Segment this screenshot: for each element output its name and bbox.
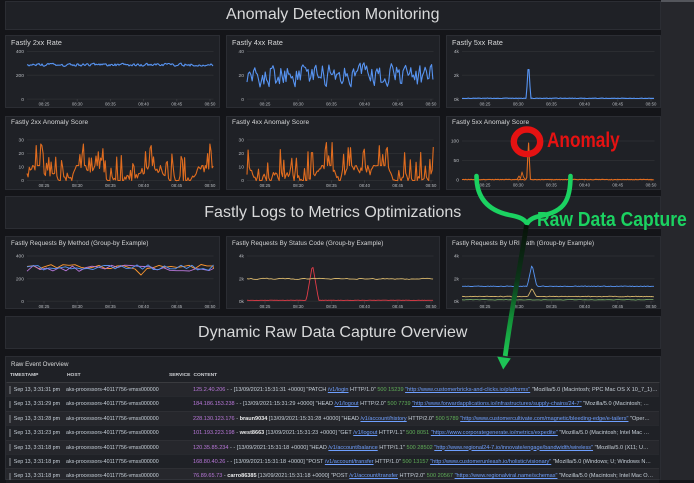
svg-text:40: 40 bbox=[239, 49, 245, 55]
svg-text:08:50: 08:50 bbox=[205, 101, 216, 106]
svg-text:08:40: 08:40 bbox=[579, 101, 590, 106]
svg-text:20: 20 bbox=[239, 73, 245, 79]
svg-text:08:30: 08:30 bbox=[513, 182, 524, 187]
svg-text:30: 30 bbox=[19, 137, 25, 143]
svg-text:08:35: 08:35 bbox=[546, 101, 557, 106]
svg-text:08:30: 08:30 bbox=[293, 304, 304, 309]
svg-text:08:45: 08:45 bbox=[392, 101, 403, 106]
svg-text:0: 0 bbox=[21, 178, 24, 184]
svg-text:0k: 0k bbox=[454, 96, 460, 102]
svg-text:08:45: 08:45 bbox=[171, 183, 182, 188]
svg-text:2k: 2k bbox=[239, 276, 245, 282]
svg-text:08:50: 08:50 bbox=[646, 304, 657, 309]
svg-text:10: 10 bbox=[239, 164, 245, 170]
svg-text:08:50: 08:50 bbox=[646, 101, 657, 106]
svg-text:08:35: 08:35 bbox=[105, 101, 116, 106]
svg-text:0: 0 bbox=[241, 178, 244, 184]
svg-text:4k: 4k bbox=[454, 254, 460, 260]
svg-text:0: 0 bbox=[456, 177, 459, 183]
svg-text:4k: 4k bbox=[239, 254, 245, 260]
svg-text:08:30: 08:30 bbox=[293, 101, 304, 106]
svg-text:08:35: 08:35 bbox=[546, 182, 557, 187]
svg-text:0: 0 bbox=[21, 96, 24, 102]
svg-text:08:40: 08:40 bbox=[138, 183, 149, 188]
svg-text:08:35: 08:35 bbox=[326, 101, 337, 106]
svg-text:08:40: 08:40 bbox=[359, 101, 370, 106]
svg-text:0: 0 bbox=[21, 299, 24, 305]
svg-text:08:25: 08:25 bbox=[39, 183, 50, 188]
svg-text:4k: 4k bbox=[454, 49, 460, 55]
svg-text:08:35: 08:35 bbox=[105, 304, 116, 309]
svg-text:08:50: 08:50 bbox=[426, 101, 437, 106]
svg-text:20: 20 bbox=[239, 151, 245, 157]
svg-text:08:45: 08:45 bbox=[392, 304, 403, 309]
svg-text:08:25: 08:25 bbox=[260, 101, 271, 106]
svg-text:0k: 0k bbox=[454, 299, 460, 305]
svg-text:08:30: 08:30 bbox=[293, 183, 304, 188]
svg-text:0k: 0k bbox=[239, 299, 245, 305]
svg-text:08:30: 08:30 bbox=[72, 183, 83, 188]
svg-text:08:45: 08:45 bbox=[171, 101, 182, 106]
svg-text:08:50: 08:50 bbox=[205, 304, 216, 309]
svg-text:30: 30 bbox=[239, 137, 245, 143]
svg-text:200: 200 bbox=[16, 276, 24, 282]
svg-text:400: 400 bbox=[16, 49, 24, 55]
svg-text:50: 50 bbox=[454, 158, 460, 164]
svg-text:2k: 2k bbox=[454, 276, 460, 282]
svg-text:08:25: 08:25 bbox=[480, 101, 491, 106]
svg-text:08:25: 08:25 bbox=[260, 304, 271, 309]
svg-text:08:50: 08:50 bbox=[426, 183, 437, 188]
svg-text:0: 0 bbox=[241, 96, 244, 102]
svg-text:08:35: 08:35 bbox=[105, 183, 116, 188]
svg-text:08:50: 08:50 bbox=[205, 183, 216, 188]
svg-text:08:40: 08:40 bbox=[138, 101, 149, 106]
svg-text:08:25: 08:25 bbox=[480, 182, 491, 187]
svg-text:10: 10 bbox=[19, 164, 25, 170]
svg-text:2k: 2k bbox=[454, 73, 460, 79]
svg-text:08:35: 08:35 bbox=[326, 183, 337, 188]
svg-text:08:30: 08:30 bbox=[72, 304, 83, 309]
svg-text:08:30: 08:30 bbox=[513, 101, 524, 106]
svg-text:08:25: 08:25 bbox=[480, 304, 491, 309]
svg-text:08:25: 08:25 bbox=[39, 101, 50, 106]
svg-text:100: 100 bbox=[451, 138, 459, 144]
svg-text:400: 400 bbox=[16, 254, 24, 260]
svg-text:08:45: 08:45 bbox=[612, 101, 623, 106]
svg-text:08:30: 08:30 bbox=[513, 304, 524, 309]
svg-text:08:45: 08:45 bbox=[612, 304, 623, 309]
svg-text:08:50: 08:50 bbox=[426, 304, 437, 309]
svg-text:08:30: 08:30 bbox=[72, 101, 83, 106]
svg-text:08:50: 08:50 bbox=[646, 182, 657, 187]
svg-text:08:40: 08:40 bbox=[579, 182, 590, 187]
svg-text:20: 20 bbox=[19, 151, 25, 157]
svg-text:08:35: 08:35 bbox=[326, 304, 337, 309]
svg-text:08:45: 08:45 bbox=[171, 304, 182, 309]
svg-text:08:45: 08:45 bbox=[392, 183, 403, 188]
svg-text:08:25: 08:25 bbox=[39, 304, 50, 309]
svg-text:08:40: 08:40 bbox=[579, 304, 590, 309]
svg-text:08:40: 08:40 bbox=[359, 304, 370, 309]
svg-text:08:40: 08:40 bbox=[138, 304, 149, 309]
svg-text:200: 200 bbox=[16, 73, 24, 79]
svg-text:08:25: 08:25 bbox=[260, 183, 271, 188]
svg-text:08:40: 08:40 bbox=[359, 183, 370, 188]
svg-text:08:35: 08:35 bbox=[546, 304, 557, 309]
svg-text:08:45: 08:45 bbox=[612, 182, 623, 187]
